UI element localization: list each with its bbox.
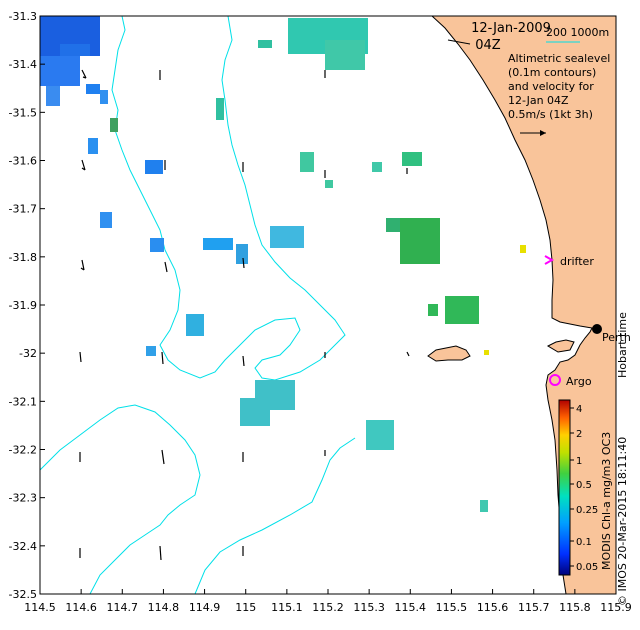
x-tick-label: 114.7	[107, 601, 139, 614]
y-tick-label: -31.6	[9, 155, 37, 168]
date-label: 12-Jan-2009	[471, 21, 551, 36]
x-tick-label: 115.2	[312, 601, 344, 614]
depth-contour-200	[111, 16, 346, 381]
colorbar-tick-label: 0.05	[576, 562, 598, 573]
rottnest-island	[427, 345, 471, 362]
velocity-arrows	[79, 69, 410, 561]
colorbar-title: MODIS Chl-a mg/m3 OC3	[600, 432, 613, 570]
colorbar	[558, 399, 571, 576]
colorbar-tick-label: 2	[576, 429, 582, 440]
y-tick-label: -31.3	[9, 10, 37, 23]
depth-contour-1000	[40, 404, 201, 594]
y-tick-label: -31.9	[9, 299, 37, 312]
description-line-5: 0.5m/s (1kt 3h)	[508, 108, 593, 121]
garden-island	[546, 339, 575, 353]
description-line-4: 12-Jan 04Z	[508, 94, 569, 107]
description-line-3: and velocity for	[508, 80, 594, 93]
drifter-marker-icon	[544, 255, 555, 265]
colorbar-tick-label: 4	[576, 404, 582, 415]
x-axis: 114.5 114.6 114.7 114.8 114.9 115 115.1 115.2 11…	[24, 589, 632, 614]
x-tick-label: 115.5	[436, 601, 468, 614]
x-tick-label: 115.6	[477, 601, 509, 614]
y-tick-label: -31.8	[9, 251, 37, 264]
depth-contour-deep	[194, 437, 356, 594]
x-tick-label: 115.8	[559, 601, 591, 614]
x-tick-label: 114.9	[189, 601, 221, 614]
colorbar-ticks: 4 2 1 0.5 0.25 0.1 0.05	[570, 404, 598, 573]
description-line-2: (0.1m contours)	[508, 66, 596, 79]
x-tick-label: 115.1	[271, 601, 303, 614]
argo-label: Argo	[566, 375, 592, 388]
drifter-label: drifter	[560, 255, 594, 268]
x-tick-label: 114.6	[65, 601, 97, 614]
perth-label: Perth	[602, 331, 631, 344]
y-tick-label: -31.7	[9, 203, 37, 216]
y-tick-label: -32.1	[9, 395, 37, 408]
depth-legend: 200 1000m	[546, 26, 609, 39]
x-tick-label: 114.5	[24, 601, 56, 614]
hobart-time-label: Hobart time	[616, 312, 629, 378]
y-tick-label: -32.3	[9, 492, 37, 505]
y-tick-label: -32.5	[9, 588, 37, 601]
y-axis: -31.3 -31.4 -31.5 -31.6 -31.7 -31.8 -31.9 -32 -3…	[9, 10, 45, 601]
x-tick-label: 115.9	[600, 601, 632, 614]
scale-arrow-icon	[520, 130, 546, 136]
x-tick-label: 115.7	[518, 601, 550, 614]
time-label: 04Z	[475, 38, 501, 53]
colorbar-tick-label: 0.25	[576, 505, 598, 516]
description-line-1: Altimetric sealevel	[508, 52, 610, 65]
y-tick-label: -31.5	[9, 106, 37, 119]
colorbar-tick-label: 0.5	[576, 480, 592, 491]
colorbar-tick-label: 1	[576, 456, 582, 467]
chlorophyll-patches	[40, 16, 526, 512]
x-tick-label: 115	[235, 601, 256, 614]
x-tick-label: 115.4	[395, 601, 427, 614]
x-tick-label: 114.8	[148, 601, 180, 614]
perth-marker-icon	[592, 324, 602, 334]
y-tick-label: -31.4	[9, 58, 37, 71]
y-tick-label: -32.4	[9, 540, 37, 553]
y-tick-label: -32	[19, 347, 37, 360]
credit-label: © IMOS 20-Mar-2015 18:11:40	[616, 437, 629, 606]
y-tick-label: -32.2	[9, 444, 37, 457]
date-pointer-line	[447, 39, 471, 45]
argo-marker-icon	[549, 374, 561, 386]
colorbar-tick-label: 0.1	[576, 537, 592, 548]
x-tick-label: 115.3	[353, 601, 385, 614]
